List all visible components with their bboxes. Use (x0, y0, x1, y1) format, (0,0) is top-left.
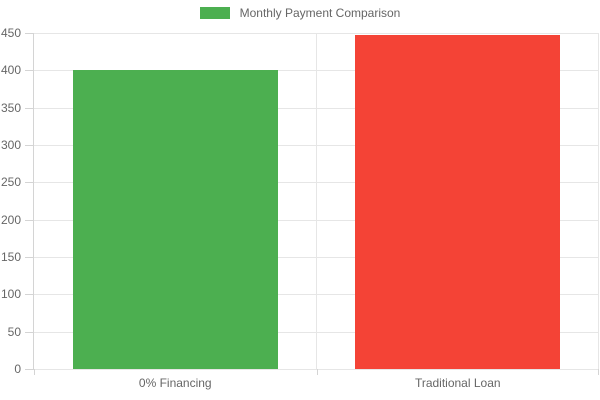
x-axis-category-label: Traditional Loan (414, 376, 501, 390)
y-axis-tick-label: 0 (14, 362, 21, 376)
y-axis-tick-label: 150 (0, 250, 21, 264)
legend-label: Monthly Payment Comparison (239, 6, 401, 20)
y-gridline (34, 369, 599, 370)
y-tick-mark (25, 331, 33, 333)
y-axis-tick-label: 350 (0, 100, 21, 115)
y-axis-tick-label: 50 (7, 324, 21, 339)
bar-0-financing[interactable] (73, 70, 278, 369)
x-tick-mark (34, 369, 35, 375)
y-axis-tick-label: 450 (0, 26, 21, 40)
y-axis-tick-label: 250 (0, 175, 21, 190)
y-tick-mark (25, 294, 33, 296)
x-tick-mark (598, 369, 599, 375)
y-axis-tick-label: 400 (0, 63, 21, 78)
y-axis-tick-label: 200 (0, 212, 21, 227)
y-tick-mark (25, 257, 33, 258)
y-tick-mark (25, 145, 33, 146)
plot-area: 0 50 100 150 200 250 300 350 400 450 0% Financing T… (1, 26, 599, 390)
y-tick-mark (25, 369, 33, 370)
y-axis-tick-label: 300 (0, 138, 21, 152)
legend-swatch (199, 7, 230, 19)
category-boundary-gridline (316, 33, 317, 369)
category-boundary-gridline (598, 33, 599, 369)
y-tick-mark (25, 70, 33, 72)
y-tick-mark (25, 182, 33, 184)
y-tick-mark (25, 107, 33, 109)
y-tick-mark (25, 33, 33, 34)
bar-traditional-loan[interactable] (355, 35, 560, 369)
y-axis-tick-label: 100 (0, 287, 21, 302)
x-axis-category-label: 0% Financing (138, 376, 212, 390)
y-tick-mark (25, 219, 33, 221)
x-tick-mark (317, 369, 318, 375)
chart-legend-item[interactable]: Monthly Payment Comparison (0, 6, 600, 20)
